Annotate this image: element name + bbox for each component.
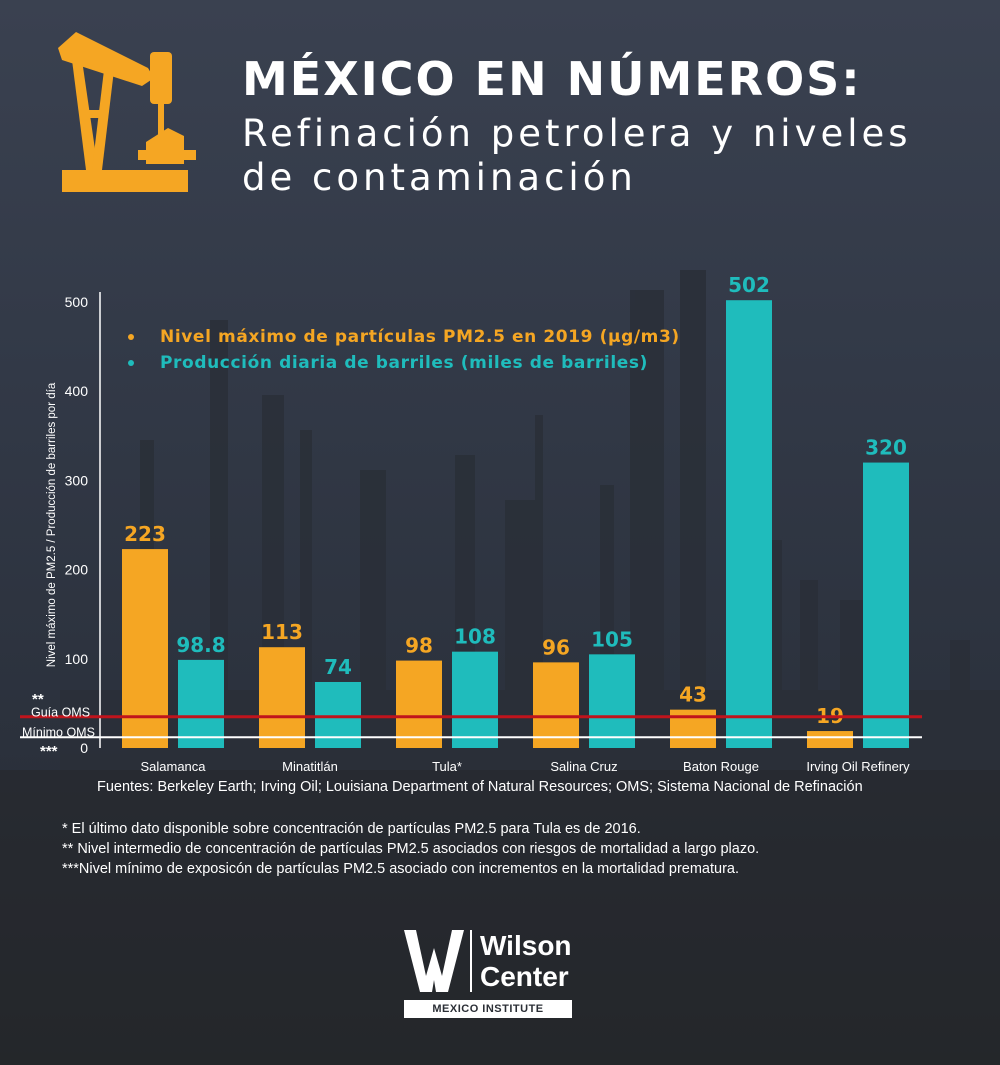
footnote-tula: * El último dato disponible sobre concen… xyxy=(62,821,641,837)
bar-pm25 xyxy=(807,731,853,748)
logo-institute: MEXICO INSTITUTE xyxy=(404,1000,572,1018)
sources-text: Fuentes: Berkeley Earth; Irving Oil; Lou… xyxy=(97,779,863,795)
y-axis-title: Nivel máximo de PM2.5 / Producción de ba… xyxy=(46,382,58,667)
logo-word-wilson: Wilson xyxy=(480,930,572,961)
bar-chart: 0 100 200 300 400 500 Nivel máximo de PM2.5 / … xyxy=(20,273,922,774)
ref-label-guia: Guía OMS xyxy=(31,705,90,719)
data-label: 113 xyxy=(261,620,303,644)
bar-barriles xyxy=(178,659,224,748)
data-label: 98.8 xyxy=(176,633,225,657)
x-tick-label: Salamanca xyxy=(140,759,206,774)
x-tick-label: Irving Oil Refinery xyxy=(806,759,910,774)
y-tick-label: 400 xyxy=(65,383,89,399)
bar-barriles xyxy=(589,654,635,748)
legend-bullet xyxy=(128,334,134,340)
bar-pm25 xyxy=(396,660,442,748)
wilson-center-logo: Wilson Center MEXICO INSTITUTE xyxy=(404,928,576,1018)
footnote-minimo-oms: ***Nivel mínimo de exposicón de partícul… xyxy=(62,861,740,877)
y-tick-label: 0 xyxy=(80,740,88,756)
x-tick-label: Tula* xyxy=(432,759,462,774)
x-tick-label: Salina Cruz xyxy=(550,759,617,774)
ref-marker-minimo: *** xyxy=(40,743,58,760)
x-tick-label: Baton Rouge xyxy=(683,759,759,774)
bar-pm25 xyxy=(122,549,168,748)
legend-entry: Producción diaria de barriles (miles de … xyxy=(160,353,648,373)
y-tick-label: 500 xyxy=(65,294,89,310)
data-label: 98 xyxy=(405,634,433,658)
ref-marker-guia: ** xyxy=(32,691,44,708)
logo-word-center: Center xyxy=(480,961,569,992)
y-tick-label: 200 xyxy=(65,562,89,578)
x-tick-label: Minatitlán xyxy=(282,759,338,774)
bar-barriles xyxy=(863,462,909,748)
pumpjack-icon xyxy=(58,32,196,192)
bar-barriles xyxy=(726,300,772,748)
page-subtitle: Refinación petrolera y niveles de contam… xyxy=(242,112,912,199)
footnote-guia-oms: ** Nivel intermedio de concentración de … xyxy=(62,841,760,857)
bar-pm25 xyxy=(533,662,579,748)
wilson-w-icon xyxy=(404,930,464,992)
page-title: MÉXICO EN NÚMEROS: xyxy=(242,52,862,106)
footnotes: * El último dato disponible sobre concen… xyxy=(62,821,759,881)
data-label: 74 xyxy=(324,655,352,679)
legend-entry: Nivel máximo de partículas PM2.5 en 2019… xyxy=(160,327,680,347)
data-label: 502 xyxy=(728,273,770,297)
bar-pm25 xyxy=(259,647,305,748)
y-tick-label: 300 xyxy=(65,472,89,488)
data-label: 223 xyxy=(124,522,166,546)
data-label: 43 xyxy=(679,683,707,707)
bar-barriles xyxy=(452,651,498,748)
data-label: 320 xyxy=(865,436,907,460)
data-label: 96 xyxy=(542,635,570,659)
data-label: 105 xyxy=(591,627,633,651)
y-tick-label: 100 xyxy=(65,651,89,667)
logo-divider xyxy=(470,930,472,992)
data-label: 108 xyxy=(454,625,496,649)
legend-bullet xyxy=(128,360,134,366)
ref-label-minimo: Mínimo OMS xyxy=(22,725,95,739)
